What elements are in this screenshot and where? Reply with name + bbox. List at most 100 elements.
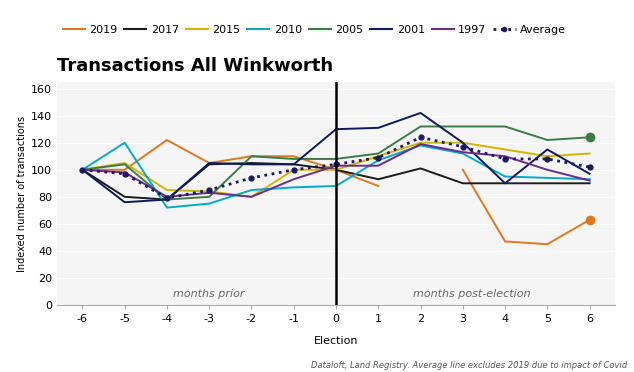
Line: 1997: 1997 [82, 144, 590, 197]
2005 [375, 151, 382, 156]
2001 [375, 126, 382, 130]
2019 [290, 154, 297, 158]
1997 [248, 195, 256, 199]
2015 [163, 188, 171, 192]
2017 [332, 167, 340, 172]
2019 [248, 154, 256, 158]
Line: 2001: 2001 [82, 113, 590, 202]
Average [79, 167, 86, 172]
Average [163, 196, 171, 201]
2001 [586, 171, 593, 176]
2015 [417, 141, 424, 145]
Line: Average: Average [80, 135, 592, 201]
2010 [332, 184, 340, 188]
2001 [332, 127, 340, 131]
2005 [459, 124, 467, 129]
1997 [205, 190, 213, 195]
2005 [290, 157, 297, 161]
2001 [501, 181, 509, 186]
1997 [290, 177, 297, 182]
1997 [459, 150, 467, 154]
Average [459, 145, 467, 149]
2010 [79, 167, 86, 172]
2005 [586, 135, 593, 140]
2015 [501, 147, 509, 152]
2019 [375, 184, 382, 188]
2001 [163, 197, 171, 202]
2001 [543, 147, 551, 152]
Average [586, 165, 593, 169]
2017 [375, 177, 382, 182]
Legend: 2019, 2017, 2015, 2010, 2005, 2001, 1997, Average: 2019, 2017, 2015, 2010, 2005, 2001, 1997… [63, 25, 566, 35]
2001 [205, 161, 213, 165]
2017 [290, 162, 297, 167]
1997 [501, 154, 509, 158]
2019 [121, 167, 129, 172]
2005 [501, 124, 509, 129]
Average [417, 135, 424, 140]
2015 [459, 141, 467, 145]
2010 [163, 205, 171, 210]
2001 [79, 167, 86, 172]
2017 [417, 166, 424, 171]
2010 [586, 177, 593, 182]
Average [205, 188, 213, 192]
Text: months post-election: months post-election [413, 289, 530, 299]
Line: 2005: 2005 [82, 126, 590, 199]
Line: 2015: 2015 [82, 143, 590, 197]
Text: months prior: months prior [174, 289, 245, 299]
2010 [375, 158, 382, 163]
2005 [248, 154, 256, 158]
2005 [543, 138, 551, 142]
Average [543, 157, 551, 161]
2010 [248, 188, 256, 192]
2019 [543, 242, 551, 246]
2005 [332, 157, 340, 161]
1997 [163, 195, 171, 199]
Average [248, 176, 256, 180]
2001 [290, 162, 297, 167]
2001 [459, 141, 467, 145]
Average [121, 171, 129, 176]
Average [501, 157, 509, 161]
1997 [375, 163, 382, 168]
2010 [459, 151, 467, 156]
2017 [163, 197, 171, 202]
Average [290, 167, 297, 172]
2010 [501, 174, 509, 179]
2015 [586, 151, 593, 156]
2005 [79, 167, 86, 172]
1997 [332, 163, 340, 168]
1997 [543, 167, 551, 172]
Line: 2017: 2017 [82, 163, 590, 199]
2017 [501, 181, 509, 186]
2015 [543, 154, 551, 158]
2015 [332, 167, 340, 172]
Y-axis label: Indexed number of transactions: Indexed number of transactions [17, 115, 27, 272]
2005 [121, 162, 129, 167]
2017 [248, 161, 256, 165]
Text: Transactions All Winkworth: Transactions All Winkworth [57, 57, 333, 75]
2001 [417, 111, 424, 115]
2010 [205, 201, 213, 206]
1997 [121, 170, 129, 175]
2015 [121, 161, 129, 165]
Average [375, 155, 382, 160]
1997 [586, 178, 593, 183]
2010 [121, 141, 129, 145]
2019 [501, 239, 509, 244]
2010 [290, 185, 297, 190]
2019 [459, 167, 467, 172]
2001 [121, 200, 129, 205]
2010 [543, 176, 551, 180]
2017 [586, 181, 593, 186]
2017 [459, 181, 467, 186]
2005 [205, 195, 213, 199]
2019 [163, 138, 171, 142]
2015 [248, 195, 256, 199]
2015 [290, 167, 297, 172]
Average [332, 162, 340, 167]
Text: Election: Election [314, 336, 358, 346]
2019 [586, 218, 593, 222]
2017 [121, 195, 129, 199]
